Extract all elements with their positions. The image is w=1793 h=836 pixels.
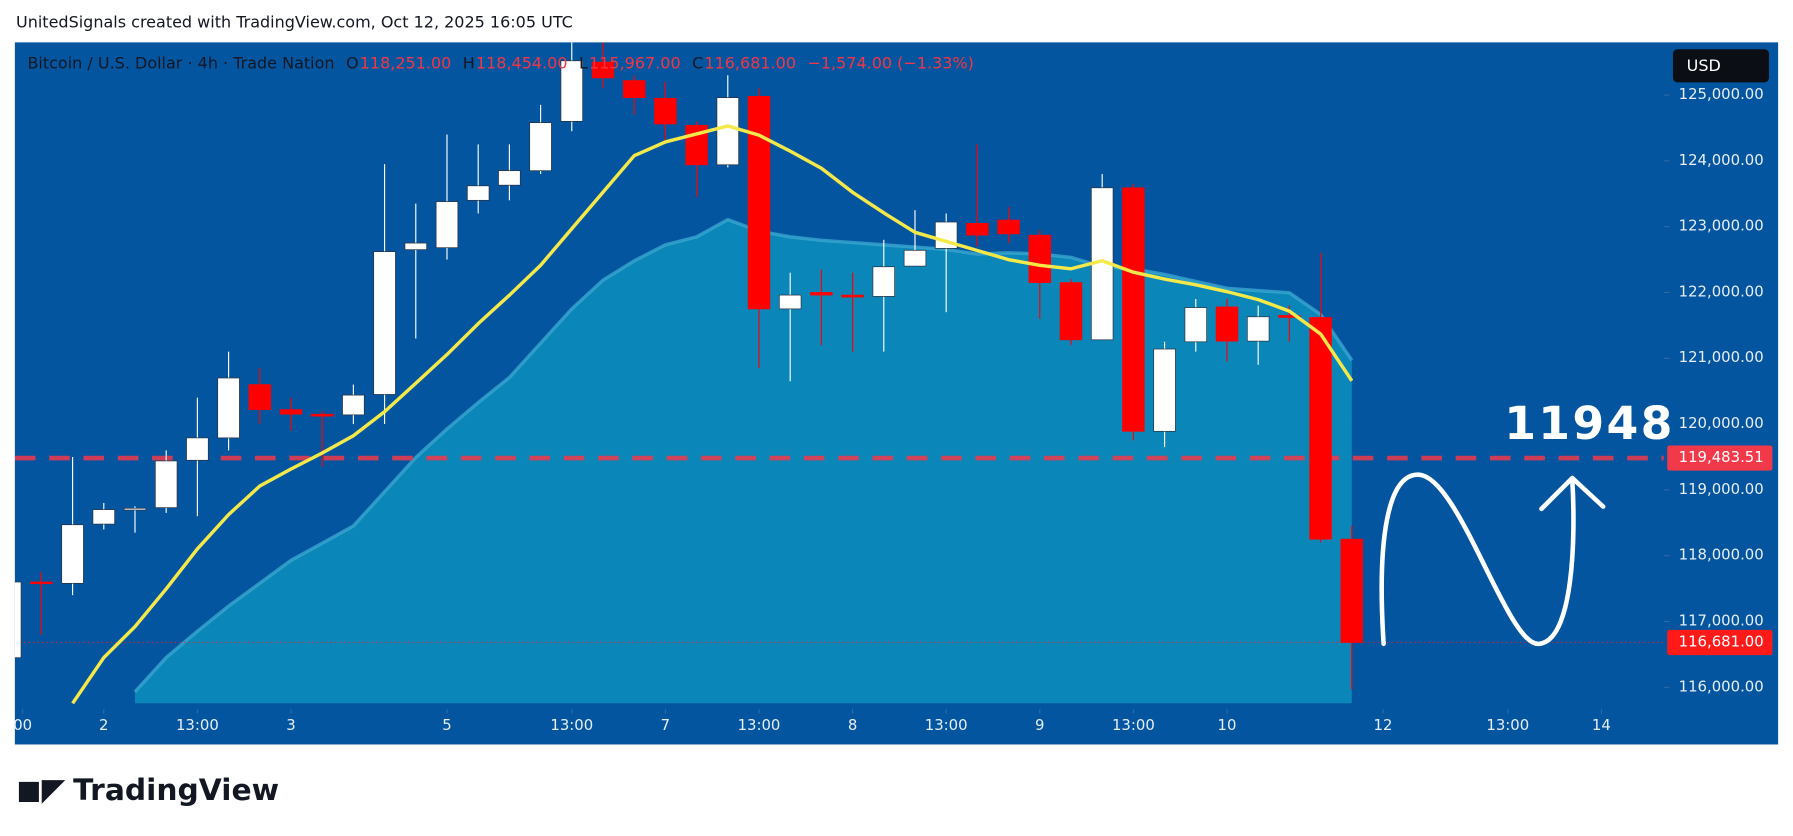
- candle-body: [61, 524, 84, 584]
- x-tick-label: 2: [99, 716, 108, 734]
- ohlc-key: L: [579, 54, 588, 73]
- x-tick-label: 13:00: [925, 716, 968, 734]
- x-tick-label: 13:00: [1112, 716, 1155, 734]
- axes-layer: 116,000.00 117,000.00 118,000.00 119,000.00…: [13, 85, 1773, 734]
- candle-body: [1309, 317, 1332, 540]
- x-tick-label: 12: [1374, 716, 1393, 734]
- candle-body: [966, 222, 989, 236]
- candle-body: [217, 377, 240, 439]
- x-tick-label: 14: [1592, 716, 1611, 734]
- candle-body: [654, 97, 677, 125]
- x-tick-label: 13:00: [738, 716, 781, 734]
- x-tick-label: 5: [442, 716, 451, 734]
- x-tick-label: 13:00: [550, 716, 593, 734]
- candle-body: [747, 95, 771, 310]
- y-tick-label: 121,000.00: [1679, 348, 1764, 366]
- y-tick-label: 122,000.00: [1679, 282, 1764, 300]
- candle-body: [1059, 282, 1083, 341]
- ohlc-key: C: [692, 54, 703, 73]
- candle-body: [466, 185, 490, 201]
- x-tick-label: 8: [848, 716, 857, 734]
- currency-label: USD: [1687, 56, 1721, 75]
- brand-logo-mark: ◼◤: [16, 772, 66, 808]
- annotation: 11948: [1504, 397, 1675, 450]
- candle-body: [498, 170, 521, 186]
- last-price-tag-label: 116,681.00: [1679, 632, 1764, 650]
- candle-body: [1153, 348, 1176, 432]
- candle-body: [435, 201, 459, 249]
- area-line: [133, 217, 1354, 694]
- candle-body: [872, 266, 895, 297]
- x-tick-label: 13:00: [1486, 716, 1529, 734]
- y-tick-label: 116,000.00: [1679, 677, 1764, 695]
- moving-average: [71, 124, 1354, 705]
- candle-body: [373, 251, 396, 395]
- plot-layer: [14, 42, 1664, 705]
- ohlc-value: 115,967.00: [589, 54, 681, 73]
- candle-body: [279, 409, 303, 415]
- ohlc-value: 118,251.00: [360, 54, 452, 73]
- brand-name: TradingView: [73, 773, 279, 808]
- candle-body: [1215, 306, 1239, 342]
- candle-body: [248, 384, 271, 410]
- x-tick-label: 13:00: [176, 716, 219, 734]
- projection-curve: [1379, 472, 1576, 647]
- candle-body: [716, 97, 739, 166]
- candle-body: [560, 60, 583, 122]
- candle-body: [997, 219, 1020, 235]
- candle-body: [778, 294, 802, 310]
- candle-body: [903, 249, 927, 267]
- candle-body: [841, 294, 864, 298]
- change-value: −1,574.00 (−1.33%): [807, 54, 973, 73]
- x-tick-label: 7: [661, 716, 670, 734]
- watermark: UnitedSignals created with TradingView.c…: [16, 12, 573, 31]
- symbol-title: Bitcoin / U.S. Dollar · 4h · Trade Natio…: [27, 54, 334, 73]
- candle-body: [591, 61, 615, 79]
- candle-body: [1340, 538, 1363, 643]
- y-tick-label: 125,000.00: [1679, 85, 1764, 103]
- price-line-tag: [1667, 445, 1773, 471]
- overlay-layer: USD 11948 ◼◤ TradingView Bitcoin / U.S. …: [16, 49, 1769, 808]
- y-tick-label: 120,000.00: [1679, 414, 1764, 432]
- candle-body: [154, 460, 178, 508]
- ohlc-value: 118,454.00: [476, 54, 568, 73]
- candle-body: [810, 292, 833, 296]
- area-fill: [134, 219, 1352, 704]
- candle-body: [123, 507, 147, 511]
- candle-body: [529, 122, 552, 172]
- candle-body: [1278, 315, 1301, 318]
- candle-body: [404, 242, 427, 251]
- candle-body: [622, 80, 646, 98]
- ohlc-key: O: [346, 54, 359, 73]
- candle-body: [1246, 316, 1270, 342]
- ohlc-key: H: [463, 54, 475, 73]
- candle-body: [310, 413, 334, 417]
- ohlc-value: 116,681.00: [704, 54, 796, 73]
- x-tick-label: 00: [13, 716, 32, 734]
- projection-arrowhead: [1539, 475, 1606, 512]
- candle-body: [1122, 187, 1145, 432]
- candle-body: [1028, 234, 1051, 283]
- currency-button[interactable]: [1672, 49, 1769, 83]
- y-tick-label: 124,000.00: [1679, 151, 1764, 169]
- candle-body: [342, 394, 365, 416]
- y-tick-label: 119,000.00: [1679, 480, 1764, 498]
- price-line-tag-label: 119,483.51: [1679, 448, 1764, 466]
- candle-body: [14, 581, 22, 659]
- x-tick-label: 9: [1035, 716, 1044, 734]
- y-tick-label: 118,000.00: [1679, 546, 1764, 564]
- candle-body: [1184, 307, 1207, 343]
- candle-body: [92, 509, 115, 525]
- y-tick-label: 123,000.00: [1679, 217, 1764, 235]
- y-tick-label: 117,000.00: [1679, 611, 1764, 629]
- candle-body: [30, 581, 53, 585]
- last-price-tag: [1667, 629, 1773, 656]
- candle-body: [186, 437, 209, 461]
- x-tick-label: 3: [286, 716, 295, 734]
- x-tick-label: 10: [1218, 716, 1237, 734]
